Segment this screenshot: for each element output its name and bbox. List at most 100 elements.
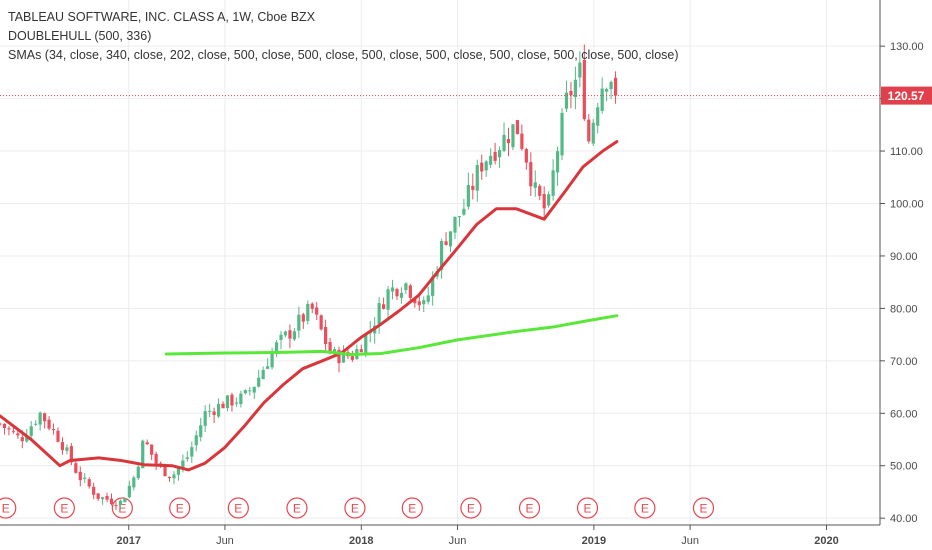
candle-body bbox=[382, 304, 386, 309]
candle bbox=[520, 124, 524, 151]
earnings-circle bbox=[634, 497, 656, 519]
candle bbox=[569, 81, 573, 109]
candle-body bbox=[471, 185, 475, 190]
earnings-marker[interactable]: E bbox=[401, 497, 423, 519]
candle bbox=[444, 231, 448, 246]
earnings-circle bbox=[169, 497, 191, 519]
candle-body bbox=[47, 419, 51, 429]
candle-body bbox=[92, 486, 96, 495]
candle-body bbox=[38, 412, 42, 425]
x-tick-label: Jun bbox=[216, 535, 234, 547]
candle bbox=[404, 282, 408, 295]
candle-body bbox=[257, 377, 261, 387]
candle bbox=[105, 492, 109, 503]
candle-body bbox=[243, 390, 247, 394]
candle bbox=[448, 231, 453, 253]
x-tick-label: 2017 bbox=[116, 535, 140, 547]
candle-body bbox=[569, 90, 573, 96]
candle bbox=[266, 358, 270, 370]
candle-body bbox=[74, 463, 78, 473]
candle bbox=[239, 390, 243, 408]
candle bbox=[542, 186, 546, 219]
candle bbox=[524, 147, 528, 170]
candle-body bbox=[448, 231, 453, 247]
earnings-marker[interactable]: E bbox=[460, 497, 482, 519]
candle-body bbox=[292, 331, 296, 340]
candle-body bbox=[497, 150, 502, 158]
candle bbox=[596, 102, 600, 134]
candle bbox=[587, 114, 591, 144]
candle-body bbox=[337, 349, 341, 364]
candle-body bbox=[34, 423, 38, 425]
earnings-circle bbox=[460, 497, 482, 519]
candle bbox=[600, 77, 604, 114]
candle bbox=[0, 422, 2, 426]
earnings-marker[interactable]: E bbox=[634, 497, 656, 519]
earnings-marker[interactable]: E bbox=[53, 497, 75, 519]
sma-green-line bbox=[164, 314, 619, 356]
candle-body bbox=[239, 393, 243, 404]
candle bbox=[480, 154, 484, 180]
indicator-doublehull: DOUBLEHULL (500, 336) bbox=[8, 29, 152, 43]
candle-body bbox=[600, 88, 604, 111]
candle bbox=[78, 466, 82, 487]
earnings-marker[interactable]: E bbox=[344, 497, 366, 519]
candle-body bbox=[56, 430, 60, 442]
candle-body bbox=[573, 79, 578, 98]
candle bbox=[132, 475, 136, 491]
earnings-marker[interactable]: E bbox=[227, 497, 249, 519]
candle bbox=[257, 369, 261, 388]
candle bbox=[118, 499, 123, 510]
candle bbox=[60, 437, 65, 455]
candle-body bbox=[248, 390, 252, 392]
candles bbox=[0, 44, 618, 511]
candle-body bbox=[457, 216, 462, 218]
x-tick-label: 2018 bbox=[349, 535, 373, 547]
candle-body bbox=[83, 477, 87, 479]
candle-body bbox=[288, 330, 292, 339]
candle-body bbox=[185, 457, 189, 459]
candle-body bbox=[172, 474, 176, 479]
candle bbox=[502, 122, 506, 153]
candle-body bbox=[234, 402, 239, 404]
candle-body bbox=[439, 240, 444, 270]
candle-body bbox=[141, 440, 145, 469]
candle bbox=[172, 471, 176, 485]
earnings-label: E bbox=[641, 502, 649, 516]
earnings-marker[interactable]: E bbox=[576, 497, 599, 519]
earnings-marker[interactable]: E bbox=[692, 497, 715, 519]
x-tick-label: 2019 bbox=[582, 535, 606, 547]
earnings-circle bbox=[692, 497, 715, 519]
earnings-marker[interactable]: E bbox=[0, 497, 17, 519]
earnings-circle bbox=[111, 497, 133, 519]
candle-body bbox=[555, 151, 560, 173]
candle-body bbox=[150, 444, 154, 455]
earnings-label: E bbox=[176, 502, 184, 516]
earnings-marker[interactable]: E bbox=[286, 497, 308, 519]
candle-body bbox=[377, 303, 381, 325]
candle-body bbox=[408, 285, 412, 298]
earnings-circle bbox=[53, 497, 75, 519]
candle-body bbox=[613, 77, 618, 96]
candle-body bbox=[65, 447, 69, 451]
earnings-marker[interactable]: E bbox=[518, 497, 541, 519]
y-tick-label: 100.00 bbox=[890, 198, 924, 210]
earnings-marker[interactable]: E bbox=[169, 497, 191, 519]
x-tick-label: 2020 bbox=[814, 535, 838, 547]
candle-body bbox=[221, 403, 225, 409]
candle-body bbox=[190, 447, 194, 457]
candle bbox=[274, 340, 279, 358]
earnings-label: E bbox=[293, 502, 301, 516]
candle-body bbox=[105, 496, 109, 500]
candle bbox=[38, 411, 42, 431]
candle bbox=[382, 297, 386, 310]
candle bbox=[301, 312, 305, 329]
candle-body bbox=[270, 350, 274, 368]
candle bbox=[359, 344, 363, 353]
candle-body bbox=[364, 334, 368, 355]
candle bbox=[582, 44, 586, 121]
earnings-marker[interactable]: E bbox=[111, 497, 133, 519]
candle-body bbox=[306, 303, 310, 321]
